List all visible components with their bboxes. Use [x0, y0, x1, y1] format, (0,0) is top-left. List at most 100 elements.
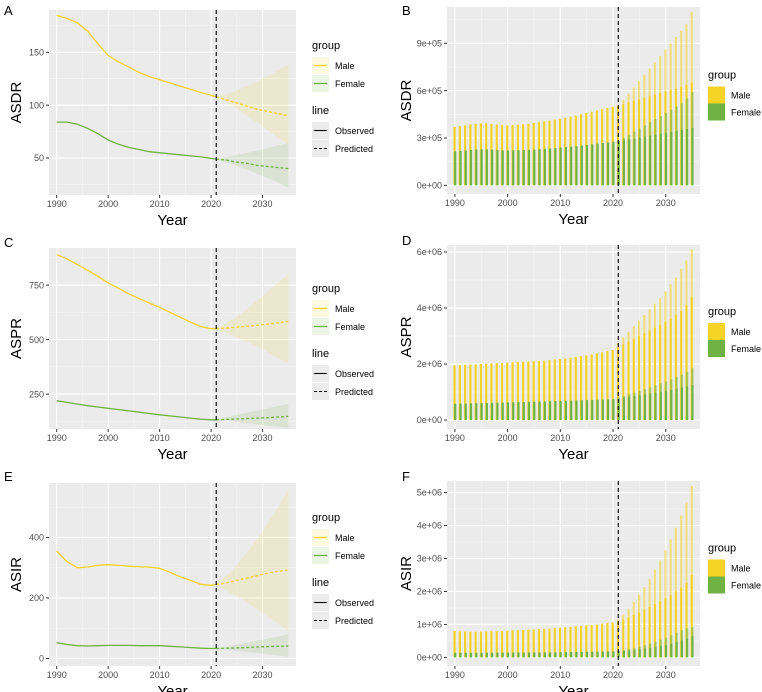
bar-female: [659, 391, 662, 421]
bar-male: [564, 627, 567, 658]
bar-female: [675, 130, 678, 186]
bar-upper-male: [659, 560, 662, 602]
bar-female: [570, 400, 573, 421]
legend-label-predicted: Predicted: [335, 616, 373, 626]
bar-upper-male: [664, 291, 667, 323]
x-tick-label: 2000: [498, 670, 518, 680]
bar-female: [564, 400, 568, 421]
legend-D: group Male Female: [708, 306, 761, 357]
bar-female: [585, 144, 589, 186]
x-axis-title: Year: [157, 212, 187, 229]
bar-female: [686, 638, 689, 658]
bar-upper-female: [638, 646, 641, 650]
bar-female: [654, 392, 657, 421]
bar-male: [532, 629, 535, 658]
bar-upper-male: [659, 55, 662, 93]
bar-male: [553, 359, 556, 421]
bar-female: [475, 403, 478, 421]
bar-female: [512, 150, 515, 186]
y-tick-label: 100: [29, 100, 44, 110]
bar-male: [664, 322, 667, 421]
bar-female: [606, 142, 610, 186]
bar-male: [685, 305, 688, 421]
bar-upper-male: [648, 309, 651, 331]
bar-upper-female: [675, 632, 678, 642]
bar-upper-female: [654, 641, 657, 647]
x-tick-label: 2010: [550, 198, 570, 208]
legend-label-observed: Observed: [335, 126, 374, 136]
bar-female: [527, 401, 531, 421]
predicted-line-male: [216, 569, 289, 586]
bar-upper-male: [637, 320, 641, 337]
x-tick-label: 1990: [47, 199, 67, 209]
bar-female: [512, 402, 515, 421]
observed-line-female: [56, 400, 217, 421]
y-tick-label: 500: [29, 335, 44, 345]
y-tick-label: 750: [29, 280, 44, 290]
bar-female: [459, 652, 462, 658]
bar-male: [590, 354, 593, 421]
bar-upper-female: [633, 131, 636, 139]
bar-female: [464, 150, 467, 186]
bar-female: [480, 149, 483, 186]
legend-swatch-female: [708, 340, 725, 357]
y-axis-title: ASIR: [398, 556, 415, 591]
bar-male: [474, 364, 477, 421]
bar-male: [616, 621, 620, 658]
observed-line-male: [56, 550, 217, 586]
legend-C: group Male Female line Observed Predicted: [312, 283, 374, 400]
bar-female: [496, 402, 499, 421]
y-axis-title: ASIR: [8, 557, 25, 592]
bar-female: [664, 390, 668, 421]
bar-upper-male: [648, 68, 651, 97]
bar-male: [516, 362, 519, 421]
observed-line-female: [56, 121, 217, 160]
bar-upper-female: [691, 368, 694, 386]
bar-male: [685, 582, 688, 658]
bar-upper-female: [617, 397, 620, 399]
bar-female: [686, 128, 689, 186]
x-tick-label: 2010: [150, 199, 170, 209]
y-tick-label: 0e+00: [417, 653, 442, 663]
bar-female: [649, 647, 652, 658]
bar-female: [459, 150, 462, 186]
bar-male: [648, 330, 651, 421]
x-axis-title: Year: [558, 446, 588, 463]
bar-male: [585, 355, 588, 421]
bar-female: [469, 149, 473, 186]
bar-male: [674, 315, 678, 421]
legend-B: group Male Female: [708, 70, 761, 121]
y-tick-label: 3e+06: [417, 554, 442, 564]
bar-female: [549, 148, 552, 186]
bar-upper-male: [622, 337, 625, 345]
legend-swatch-male: [708, 323, 725, 340]
bar-male: [669, 318, 672, 421]
bar-male: [458, 365, 461, 421]
bar-upper-female: [628, 649, 631, 651]
x-tick-label: 2010: [150, 433, 170, 443]
bar-female: [649, 135, 652, 186]
bar-upper-female: [649, 122, 652, 136]
bar-female: [675, 641, 678, 658]
bar-female: [691, 127, 694, 186]
bar-upper-female: [691, 627, 694, 636]
bar-upper-male: [648, 578, 651, 607]
bar-upper-male: [627, 608, 630, 618]
bar-female: [691, 635, 694, 658]
bar-upper-female: [664, 112, 668, 133]
x-tick-label: 2010: [150, 670, 170, 680]
bar-upper-male: [680, 515, 683, 588]
bar-male: [464, 631, 467, 658]
bar-male: [469, 631, 472, 658]
bar-upper-male: [669, 43, 672, 90]
bar-male: [622, 619, 625, 658]
legend-title-group: group: [708, 306, 736, 318]
bar-male: [659, 324, 662, 421]
bar-upper-male: [632, 602, 635, 615]
bar-female: [496, 149, 499, 186]
y-tick-label: 250: [29, 389, 44, 399]
bar-female: [628, 396, 631, 421]
bar-female: [454, 403, 457, 421]
bar-female: [664, 644, 668, 658]
